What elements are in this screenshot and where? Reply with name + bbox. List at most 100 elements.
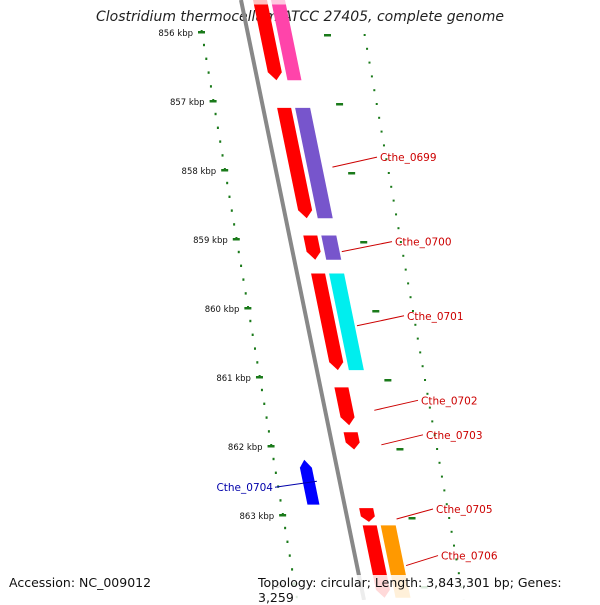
minor-tick-outer xyxy=(376,103,378,105)
minor-tick-outer xyxy=(397,227,399,229)
major-tick-outer xyxy=(324,34,331,37)
minor-tick xyxy=(215,113,217,115)
minor-tick-outer xyxy=(371,75,373,77)
gene-arrow xyxy=(344,432,360,449)
gene-arrow xyxy=(359,508,375,522)
gene-label: Cthe_0700 xyxy=(395,237,452,249)
minor-tick xyxy=(222,154,224,156)
minor-tick-outer xyxy=(436,448,438,450)
minor-tick-outer xyxy=(393,200,395,202)
major-tick-outer xyxy=(360,241,367,244)
minor-tick xyxy=(252,334,254,336)
minor-tick xyxy=(275,472,277,474)
major-tick-outer xyxy=(384,379,391,382)
gene-arrow xyxy=(334,387,354,425)
ruler-label: 859 kbp xyxy=(193,236,228,246)
ruler-label: 860 kbp xyxy=(205,305,240,315)
minor-tick-outer xyxy=(378,117,380,119)
minor-tick xyxy=(226,182,228,184)
minor-tick xyxy=(254,347,256,349)
accession-info: Accession: NC_009012 xyxy=(9,575,151,590)
minor-tick-outer xyxy=(431,420,433,422)
ruler-label: 856 kbp xyxy=(158,29,193,39)
major-tick xyxy=(256,376,263,379)
gene-label: Cthe_0701 xyxy=(407,311,464,323)
label-leader xyxy=(332,157,377,167)
label-leader xyxy=(381,435,423,445)
minor-tick-outer xyxy=(368,62,370,64)
ruler-label: 863 kbp xyxy=(240,512,275,522)
gene-label: Cthe_0702 xyxy=(421,395,478,407)
minor-tick xyxy=(210,85,212,87)
minor-tick-outer xyxy=(410,296,412,298)
gene-label: Cthe_0706 xyxy=(441,551,498,563)
minor-tick xyxy=(273,458,275,460)
minor-tick-outer xyxy=(373,89,375,91)
minor-tick-outer xyxy=(441,476,443,478)
minor-tick-outer xyxy=(458,572,460,574)
minor-tick xyxy=(240,265,242,267)
gene-label: Cthe_0703 xyxy=(426,430,483,442)
minor-tick-outer xyxy=(424,379,426,381)
minor-tick xyxy=(245,292,247,294)
minor-tick-outer xyxy=(422,365,424,367)
minor-tick xyxy=(268,430,270,432)
ruler-label: 858 kbp xyxy=(182,167,217,177)
gene-arrow-partial-light xyxy=(249,0,268,4)
minor-tick-outer xyxy=(402,255,404,257)
minor-tick-outer xyxy=(381,131,383,133)
minor-tick-outer xyxy=(395,213,397,215)
minor-tick xyxy=(219,140,221,142)
minor-tick-outer xyxy=(453,545,455,547)
minor-tick-outer xyxy=(390,186,392,188)
minor-tick xyxy=(289,554,291,556)
minor-tick-outer xyxy=(364,34,366,36)
minor-tick-outer xyxy=(405,269,407,271)
minor-tick xyxy=(284,527,286,529)
gene-track xyxy=(249,0,390,598)
major-tick xyxy=(221,169,228,172)
gene-label: Cthe_0705 xyxy=(436,504,493,516)
major-tick-outer xyxy=(336,103,343,106)
major-tick xyxy=(210,100,217,103)
minor-tick xyxy=(286,541,288,543)
minor-tick xyxy=(279,499,281,501)
major-tick-outer xyxy=(396,448,403,451)
major-tick xyxy=(244,307,251,310)
minor-tick xyxy=(217,127,219,129)
minor-tick-outer xyxy=(388,172,390,174)
major-tick xyxy=(279,514,286,517)
ruler-label: 862 kbp xyxy=(228,443,263,453)
minor-tick xyxy=(261,389,263,391)
topology-info: Topology: circular; Length: 3,843,301 bp… xyxy=(258,575,600,605)
major-tick xyxy=(233,238,240,241)
major-tick-outer xyxy=(348,172,355,175)
minor-tick xyxy=(238,251,240,253)
minor-tick xyxy=(228,196,230,198)
major-tick-outer xyxy=(372,310,379,313)
minor-tick xyxy=(231,209,233,211)
minor-tick-outer xyxy=(407,282,409,284)
minor-tick xyxy=(266,416,268,418)
minor-tick xyxy=(249,320,251,322)
major-tick xyxy=(198,31,205,34)
minor-tick-outer xyxy=(439,462,441,464)
minor-tick-outer xyxy=(414,324,416,326)
minor-tick xyxy=(208,71,210,73)
minor-tick xyxy=(242,278,244,280)
minor-tick xyxy=(263,403,265,405)
gene-arrow xyxy=(303,236,320,260)
label-leader xyxy=(357,316,404,326)
minor-tick xyxy=(291,568,293,570)
minor-tick-outer xyxy=(443,489,445,491)
ruler-label: 861 kbp xyxy=(216,374,251,384)
feature-bar xyxy=(321,236,341,260)
label-leader xyxy=(374,400,418,410)
minor-tick-outer xyxy=(366,48,368,50)
major-tick-outer xyxy=(409,517,416,520)
gene-label: Cthe_0704 xyxy=(216,482,273,494)
minor-tick-outer xyxy=(383,144,385,146)
gene-label: Cthe_0699 xyxy=(380,152,437,164)
minor-tick-outer xyxy=(419,351,421,353)
